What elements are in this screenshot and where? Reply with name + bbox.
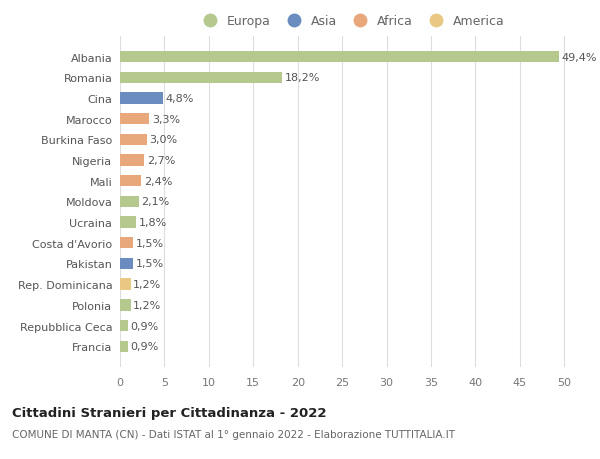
Text: 1,2%: 1,2% (133, 280, 161, 290)
Bar (120, 114, 149, 125)
Bar (120, 73, 282, 84)
Text: 18,2%: 18,2% (284, 73, 320, 83)
Bar (120, 155, 144, 166)
Text: 0,9%: 0,9% (131, 321, 159, 331)
Text: 1,5%: 1,5% (136, 238, 164, 248)
Bar (120, 300, 131, 311)
Text: 1,5%: 1,5% (136, 259, 164, 269)
Text: 2,4%: 2,4% (144, 176, 172, 186)
Bar (120, 258, 133, 269)
Bar (120, 238, 133, 249)
Text: 49,4%: 49,4% (562, 52, 597, 62)
Text: 0,9%: 0,9% (131, 341, 159, 352)
Bar (120, 196, 139, 207)
Legend: Europa, Asia, Africa, America: Europa, Asia, Africa, America (192, 10, 510, 33)
Bar (120, 341, 128, 352)
Text: 2,7%: 2,7% (146, 156, 175, 166)
Text: 3,3%: 3,3% (152, 114, 180, 124)
Bar (120, 176, 142, 187)
Bar (120, 217, 136, 228)
Text: 1,8%: 1,8% (139, 218, 167, 228)
Bar (120, 52, 559, 63)
Bar (120, 134, 146, 146)
Text: 1,2%: 1,2% (133, 300, 161, 310)
Text: COMUNE DI MANTA (CN) - Dati ISTAT al 1° gennaio 2022 - Elaborazione TUTTITALIA.I: COMUNE DI MANTA (CN) - Dati ISTAT al 1° … (12, 429, 455, 439)
Text: 2,1%: 2,1% (142, 197, 170, 207)
Text: Cittadini Stranieri per Cittadinanza - 2022: Cittadini Stranieri per Cittadinanza - 2… (12, 406, 326, 419)
Text: 4,8%: 4,8% (166, 94, 194, 104)
Bar (120, 279, 131, 290)
Bar (120, 93, 163, 104)
Bar (120, 320, 128, 331)
Text: 3,0%: 3,0% (149, 135, 178, 145)
